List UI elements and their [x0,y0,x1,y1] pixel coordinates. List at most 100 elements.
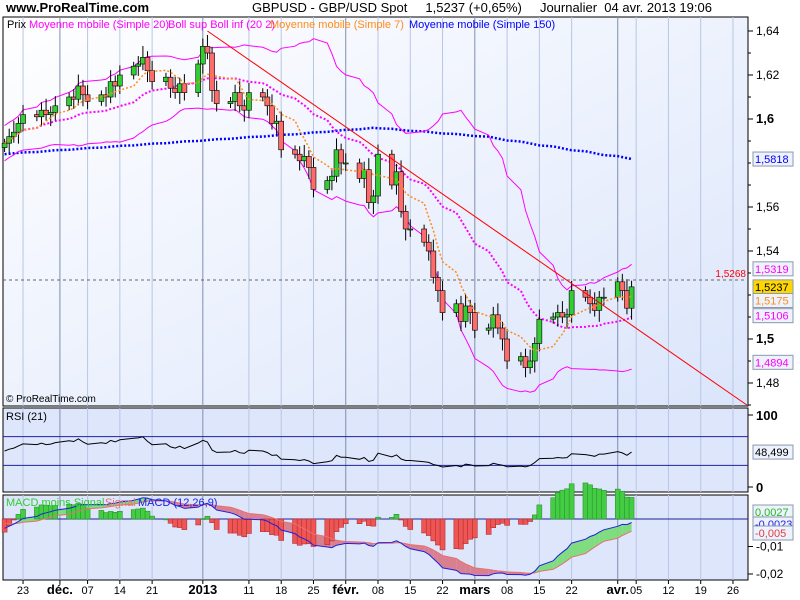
candle-body [149,70,155,82]
price-tick-label: 1,48 [756,376,780,390]
price-tick-label: 1,56 [756,200,780,214]
macd-histogram-bar [467,518,473,540]
macd-fill [23,516,37,523]
candle-body [559,312,566,318]
candle [587,289,593,314]
candle [278,111,285,158]
price-tag-box [752,354,794,370]
x-tick-label: 15 [404,585,416,597]
candle-body [402,211,409,230]
legend-ma7: Moyenne mobile (Simple 7) [270,19,404,31]
macd-histogram-bar [195,518,201,526]
macd-histogram-bar [1,518,8,533]
macd-histogram-bar [333,518,340,532]
ma7-line [4,69,632,352]
macd-fill [557,552,563,567]
candle-body [453,303,460,313]
candle-body [614,281,621,298]
macd-histogram-bar [472,518,478,539]
candle-body [11,131,17,137]
macd-legend-macd: MACD (12,26,9) [138,497,217,509]
macd-tick-label: -0,02 [756,567,784,581]
macd-histogram-bar [407,518,414,530]
candle-body [135,63,142,67]
x-tick-label: 11 [243,585,254,597]
macd-fill [594,532,600,548]
legend-price: Prix [7,19,26,31]
macd-histogram-bar [591,488,598,520]
macd-histogram-bar [213,518,220,530]
candle-body [278,120,285,151]
macd-histogram-bar [149,515,155,520]
macd-tick-label: -0,01 [756,540,784,554]
candle-body [98,94,105,102]
x-tick-label: 15 [533,585,545,597]
macd-fill [428,547,434,559]
macd-histogram-bar [495,518,501,525]
macd-fill [465,563,471,575]
macd-histogram-bar [402,518,409,527]
candle-body [15,123,22,133]
price-tag: 1,5319 [755,264,789,276]
macd-histogram-bar [559,489,566,520]
macd-histogram-bar [527,518,533,522]
macd-histogram-bar [246,518,252,534]
rsi-panel[interactable] [2,407,749,493]
candle [527,349,533,374]
candle-body [531,343,538,362]
macd-fill [562,548,568,564]
candle [430,239,437,284]
macd-histogram-bar [499,518,506,524]
candle [550,312,556,324]
macd-fill [626,522,632,534]
macd-histogram-bar [375,516,381,520]
macd-histogram-bar [177,518,183,528]
candle [167,69,174,98]
x-tick-label: févr. [332,582,359,597]
candle [338,143,344,175]
x-tick-label: 23 [17,585,29,597]
x-tick-label: 14 [114,585,126,597]
rsi-tick-label: 100 [756,408,778,423]
macd-histogram-bar [107,511,114,520]
candle-body [181,83,188,93]
candle-body [518,356,524,362]
price-tag-box [752,293,794,308]
macd-histogram-bar [200,518,206,520]
candle [370,189,377,215]
candle [15,117,22,144]
x-tick-label: mars [459,582,490,597]
candle-body [485,327,492,331]
candle [227,97,234,108]
macd-histogram-bar [84,508,91,520]
macd-fill [571,539,586,558]
macd-fill [539,560,554,572]
candle [439,280,446,321]
candle [485,323,492,335]
macd-histogram-bar [130,509,137,520]
price-panel[interactable] [2,16,749,407]
x-tick-label: 07 [81,585,93,597]
candle-body [209,52,215,91]
candle-body [167,76,174,89]
candle [628,280,635,320]
candle-body [227,101,234,104]
candle-body [130,65,137,76]
price-tick-label: 1,64 [756,24,780,38]
macd-histogram-bar [292,518,298,544]
candle [144,51,151,83]
candle-body [112,81,119,87]
candle [98,90,105,106]
macd-histogram-bar [232,518,238,534]
candle-body [34,114,40,118]
candle-body [398,171,404,212]
price-tick-label: 1,6 [756,111,774,126]
macd-fill [599,529,604,545]
macd-histogram-bar [241,518,248,538]
candle [306,150,312,179]
macd-histogram-bar [163,518,169,521]
macd-histogram-bar [425,518,432,536]
candle [135,56,142,76]
x-tick-label: avr. [607,582,629,597]
